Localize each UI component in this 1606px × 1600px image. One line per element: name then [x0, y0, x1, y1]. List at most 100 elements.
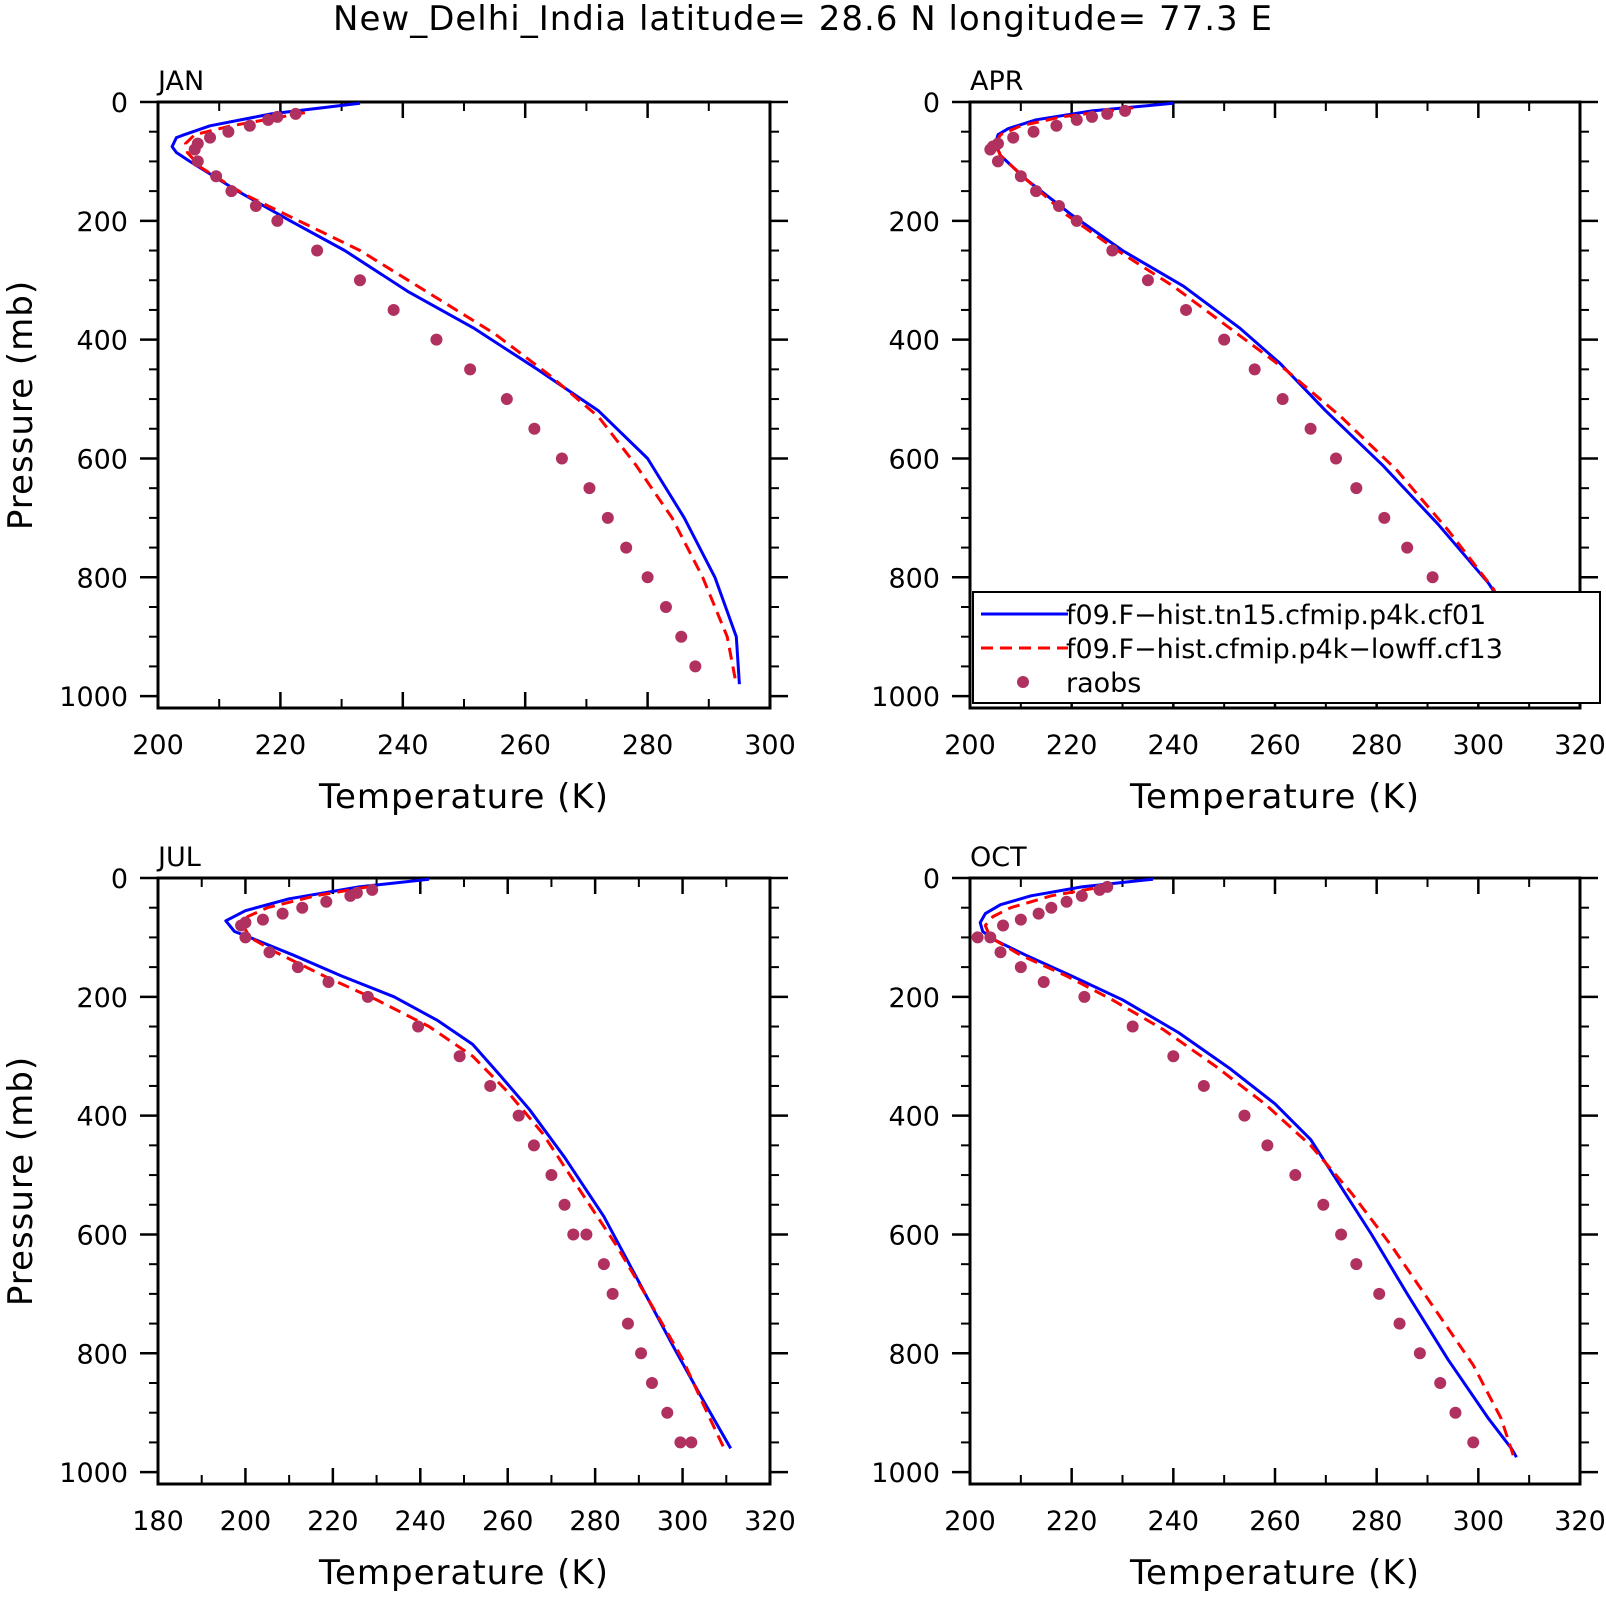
raobs-point — [366, 883, 379, 896]
raobs-point — [1330, 452, 1342, 465]
raobs-point — [1075, 889, 1088, 902]
x-tick-label: 240 — [377, 730, 429, 761]
raobs-point — [322, 975, 335, 988]
series-line-cf13 — [241, 885, 726, 1450]
series-line-cf01 — [978, 877, 1518, 1459]
y-tick-label: 200 — [888, 207, 940, 238]
raobs-point — [641, 571, 654, 584]
raobs-point — [1218, 333, 1231, 346]
y-tick-label: 1000 — [59, 682, 128, 713]
y-tick-label: 400 — [76, 1102, 128, 1133]
panel-label: APR — [970, 66, 1024, 97]
raobs-point — [1449, 1406, 1462, 1419]
raobs-point — [620, 541, 633, 554]
raobs-point — [1030, 185, 1043, 198]
raobs-point — [1426, 571, 1439, 584]
raobs-point — [235, 919, 248, 932]
x-tick-label: 260 — [1249, 1506, 1301, 1537]
raobs-point — [1373, 1287, 1386, 1300]
legend-entry: f09.F−hist.cfmip.p4k−lowff.cf13 — [1066, 634, 1503, 665]
x-axis-label: Temperature (K) — [318, 1553, 609, 1593]
raobs-point — [1434, 1377, 1447, 1389]
x-tick-label: 280 — [622, 730, 674, 761]
raobs-point — [1014, 961, 1027, 974]
raobs-point — [1289, 1169, 1302, 1182]
chart-panel-oct: OCT 200 220 240 260 280 300 320 0 200 400 600 800 100… — [871, 842, 1605, 1593]
raobs-point — [1413, 1347, 1426, 1360]
raobs-point — [527, 1139, 540, 1152]
x-tick-label: 300 — [744, 730, 796, 761]
series-group — [984, 101, 1546, 682]
raobs-point — [353, 274, 366, 287]
raobs-point — [210, 170, 223, 183]
raobs-point — [271, 214, 284, 227]
legend-box — [972, 591, 1601, 704]
raobs-point — [635, 1347, 648, 1360]
raobs-point — [1119, 104, 1132, 117]
chart-panel-apr: APR 200 220 240 260 280 300 320 0 200 400 600 800 100… — [871, 66, 1605, 817]
y-tick-label: 0 — [111, 864, 128, 895]
raobs-point — [1070, 214, 1083, 227]
raobs-point — [1378, 511, 1391, 524]
x-tick-label: 300 — [1453, 730, 1505, 761]
x-tick-label: 220 — [307, 1506, 359, 1537]
raobs-point — [971, 931, 984, 944]
raobs-point — [606, 1287, 619, 1300]
raobs-point — [991, 155, 1004, 168]
x-tick-label: 180 — [132, 1506, 184, 1537]
raobs-point — [1248, 363, 1261, 376]
y-tick-label: 800 — [76, 563, 128, 594]
raobs-point — [271, 110, 284, 123]
x-tick-label: 280 — [1351, 730, 1403, 761]
series-group — [971, 877, 1518, 1459]
y-tick-label: 1000 — [871, 682, 940, 713]
x-axis-label: Temperature (K) — [1129, 777, 1420, 817]
raobs-point — [675, 630, 688, 643]
y-tick-label: 1000 — [59, 1458, 128, 1489]
raobs-point — [1106, 244, 1119, 257]
series-group — [170, 101, 741, 685]
legend: f09.F−hist.tn15.cfmip.p4k.cf01f09.F−hist… — [972, 591, 1601, 704]
raobs-point — [1032, 907, 1045, 920]
raobs-point — [311, 244, 324, 257]
raobs-point — [1141, 274, 1154, 287]
raobs-point — [430, 333, 443, 346]
legend-entry: f09.F−hist.tn15.cfmip.p4k.cf01 — [1066, 600, 1486, 631]
series-line-cf13 — [993, 106, 1534, 682]
y-tick-label: 0 — [923, 88, 940, 119]
raobs-point — [1393, 1317, 1406, 1330]
raobs-point — [685, 1436, 698, 1449]
raobs-point — [464, 363, 477, 376]
raobs-point — [320, 895, 333, 908]
chart-panel-jul: JUL 180 200 220 240 260 280 300 320 0 200 400 600 800… — [1, 842, 796, 1593]
raobs-point — [1014, 170, 1027, 183]
raobs-point — [222, 125, 235, 138]
raobs-point — [188, 143, 201, 156]
raobs-point — [1070, 113, 1083, 126]
series-group — [224, 877, 733, 1450]
raobs-point — [344, 889, 357, 902]
raobs-point — [361, 990, 374, 1003]
raobs-point — [239, 931, 252, 944]
raobs-point — [661, 1406, 674, 1419]
raobs-point — [291, 961, 304, 974]
raobs-point — [1086, 110, 1098, 123]
y-tick-label: 800 — [76, 1339, 128, 1370]
y-axis-label: Pressure (mb) — [1, 280, 41, 530]
raobs-point — [484, 1079, 497, 1092]
y-tick-label: 400 — [888, 1102, 940, 1133]
y-tick-label: 400 — [888, 326, 940, 357]
raobs-point — [597, 1258, 610, 1271]
raobs-point — [984, 143, 997, 156]
raobs-point — [512, 1109, 525, 1122]
chart-panel-jan: JAN 200 220 240 260 280 300 0 200 400 600 800 1000 Te… — [1, 66, 796, 817]
raobs-point — [1093, 883, 1106, 896]
raobs-point — [1197, 1079, 1210, 1092]
y-axis-label: Pressure (mb) — [1, 1056, 41, 1306]
figure-title: New_Delhi_India latitude= 28.6 N longitu… — [333, 0, 1273, 39]
raobs-point — [621, 1317, 634, 1330]
raobs-point — [1350, 482, 1363, 495]
raobs-point — [1401, 541, 1414, 554]
x-tick-label: 200 — [220, 1506, 272, 1537]
raobs-point — [659, 601, 672, 613]
